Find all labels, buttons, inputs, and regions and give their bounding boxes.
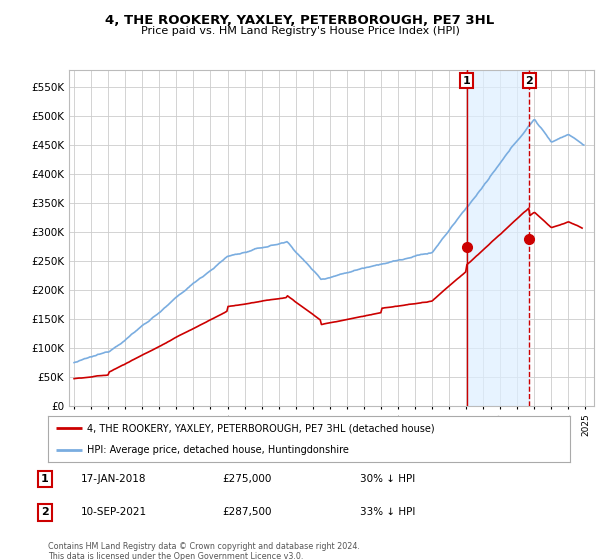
Text: 4, THE ROOKERY, YAXLEY, PETERBOROUGH, PE7 3HL: 4, THE ROOKERY, YAXLEY, PETERBOROUGH, PE…	[106, 14, 494, 27]
Text: 1: 1	[41, 474, 49, 484]
Text: Price paid vs. HM Land Registry's House Price Index (HPI): Price paid vs. HM Land Registry's House …	[140, 26, 460, 36]
Text: 1: 1	[463, 76, 471, 86]
Text: £275,000: £275,000	[222, 474, 271, 484]
Text: 30% ↓ HPI: 30% ↓ HPI	[360, 474, 415, 484]
Text: 33% ↓ HPI: 33% ↓ HPI	[360, 507, 415, 517]
Text: 4, THE ROOKERY, YAXLEY, PETERBOROUGH, PE7 3HL (detached house): 4, THE ROOKERY, YAXLEY, PETERBOROUGH, PE…	[87, 423, 435, 433]
Text: 10-SEP-2021: 10-SEP-2021	[81, 507, 147, 517]
Text: Contains HM Land Registry data © Crown copyright and database right 2024.
This d: Contains HM Land Registry data © Crown c…	[48, 542, 360, 560]
Text: 2: 2	[41, 507, 49, 517]
Text: £287,500: £287,500	[222, 507, 271, 517]
Bar	[467, 70, 529, 406]
Text: 17-JAN-2018: 17-JAN-2018	[81, 474, 146, 484]
Text: HPI: Average price, detached house, Huntingdonshire: HPI: Average price, detached house, Hunt…	[87, 445, 349, 455]
Text: 2: 2	[526, 76, 533, 86]
